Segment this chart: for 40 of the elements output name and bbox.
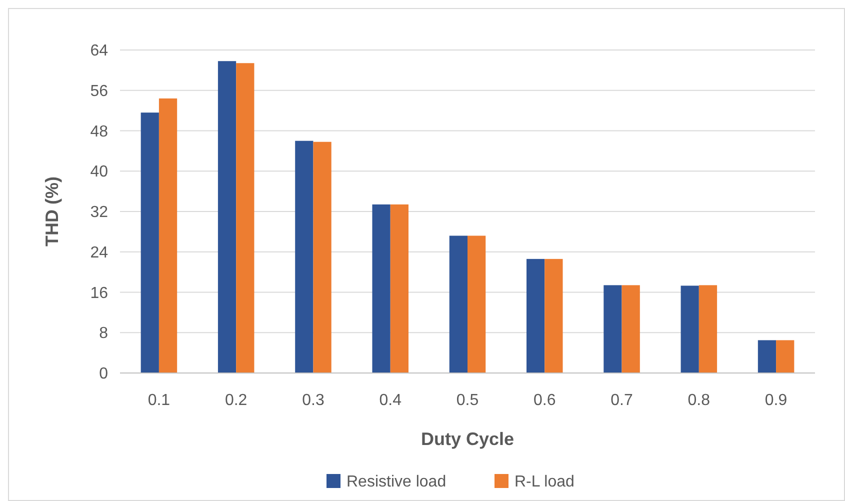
bar [158,98,178,373]
y-tick-label: 64 [90,42,108,60]
y-tick-label: 32 [90,204,108,222]
bar [604,285,622,373]
bar [218,61,236,373]
x-axis-title: Duty Cycle [420,429,514,449]
y-tick-label: 16 [90,284,108,302]
x-tick-label: 0.5 [456,392,479,409]
bar [758,340,776,373]
bar [544,258,563,373]
bar [449,236,468,373]
legend-label: R-L load [514,474,574,491]
y-tick-label: 40 [90,164,108,181]
x-tick-label: 0.7 [610,392,633,409]
bar [468,236,486,373]
x-tick-label: 0.6 [534,392,556,409]
y-tick-label: 48 [90,123,108,140]
x-tick-label: 0.2 [224,392,248,409]
x-tick-label: 0.9 [764,392,788,409]
bar [236,63,254,373]
bar [390,204,408,373]
x-tick-label: 0.8 [688,392,710,409]
legend-label: Resistive load [346,474,446,491]
bar [776,340,794,373]
y-tick-label: 56 [90,82,108,100]
bar [295,140,314,373]
bar [698,285,718,373]
bar [526,258,545,373]
y-tick-label: 0 [99,366,108,383]
bar [313,142,332,373]
y-axis-title: THD (%) [42,176,62,246]
bar [680,286,699,373]
x-tick-label: 0.4 [379,392,402,409]
y-tick-label: 8 [99,325,108,342]
x-tick-label: 0.3 [302,392,324,409]
y-tick-label: 24 [90,244,108,262]
x-tick-label: 0.1 [148,392,170,409]
bar [622,285,640,373]
bar [372,204,390,373]
bar [140,112,159,373]
